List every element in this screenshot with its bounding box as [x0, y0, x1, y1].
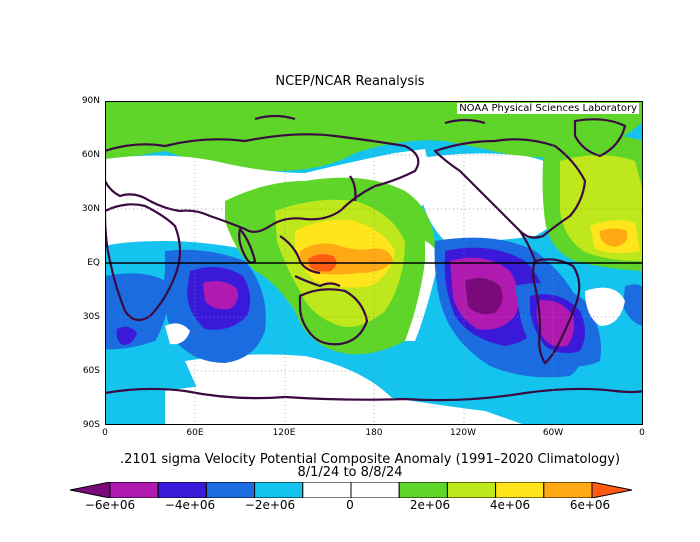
lon-label: 60E: [186, 428, 204, 438]
caption-variable: .2101 sigma Velocity Potential Composite…: [119, 452, 621, 467]
anomaly-darkpurple-epacific: [465, 277, 503, 315]
colorbar-cell: [543, 482, 593, 498]
lat-label: 30N: [81, 204, 100, 214]
caption-dates: 8/1/24 to 8/8/24: [297, 465, 403, 480]
colorbar-cell: [495, 482, 545, 498]
colorbar-cell: [302, 482, 352, 498]
anomaly-darkblue-southwest: [116, 326, 137, 345]
anomaly-white-patch-1: [585, 287, 625, 326]
lon-label: 120W: [449, 428, 477, 438]
colorbar-cell: [205, 482, 256, 498]
map-title: NCEP/NCAR Reanalysis: [275, 74, 425, 89]
colorbar-label: 0: [346, 498, 354, 512]
colorbar-label: 2e+06: [409, 498, 451, 512]
credit-label: NOAA Physical Sciences Laboratory: [457, 103, 639, 114]
colorbar: [70, 482, 632, 498]
lon-label: 180: [365, 428, 383, 438]
colorbar-cell: [350, 482, 400, 498]
anomaly-orange-atlantic: [600, 228, 628, 247]
colorbar-label: −4e+06: [164, 498, 216, 512]
colorbar-label: 4e+06: [489, 498, 531, 512]
lon-label: 60W: [542, 428, 564, 438]
colorbar-cell: [254, 482, 304, 498]
colorbar-right-arrow: [591, 482, 632, 498]
anomaly-green-north: [105, 101, 643, 171]
grid-lines: [105, 101, 643, 425]
velocity-potential-map: [105, 101, 643, 425]
lat-label: 30S: [82, 312, 100, 322]
map-frame: [105, 101, 643, 425]
colorbar-label: 6e+06: [569, 498, 611, 512]
lon-label: 0: [102, 428, 108, 438]
anomaly-white-patch-2: [165, 323, 190, 345]
colorbar-cell: [109, 482, 159, 498]
colorbar-label: −2e+06: [244, 498, 296, 512]
colorbar-cell: [157, 482, 207, 498]
anomaly-white-npacific: [405, 153, 575, 242]
lon-label: 120E: [272, 428, 296, 438]
lat-label: 60S: [82, 366, 100, 376]
map-panel: NOAA Physical Sciences Laboratory: [105, 101, 643, 425]
anomaly-blue-east-edge: [623, 284, 643, 326]
lat-label: EQ: [87, 258, 100, 268]
lat-label: 60N: [81, 150, 100, 160]
anomaly-white-south-pacific: [185, 354, 395, 419]
anomaly-purple-samerica: [536, 300, 575, 347]
colorbar-label: −6e+06: [84, 498, 136, 512]
colorbar-left-arrow: [70, 482, 111, 498]
lon-label: 0: [639, 428, 645, 438]
colorbar-cell: [398, 482, 448, 498]
colorbar-cell: [446, 482, 497, 498]
anomaly-purple-indian: [203, 281, 239, 310]
lat-label: 90N: [81, 96, 100, 106]
anomaly-white-epacific: [405, 241, 439, 341]
lat-label: 90S: [82, 420, 100, 430]
